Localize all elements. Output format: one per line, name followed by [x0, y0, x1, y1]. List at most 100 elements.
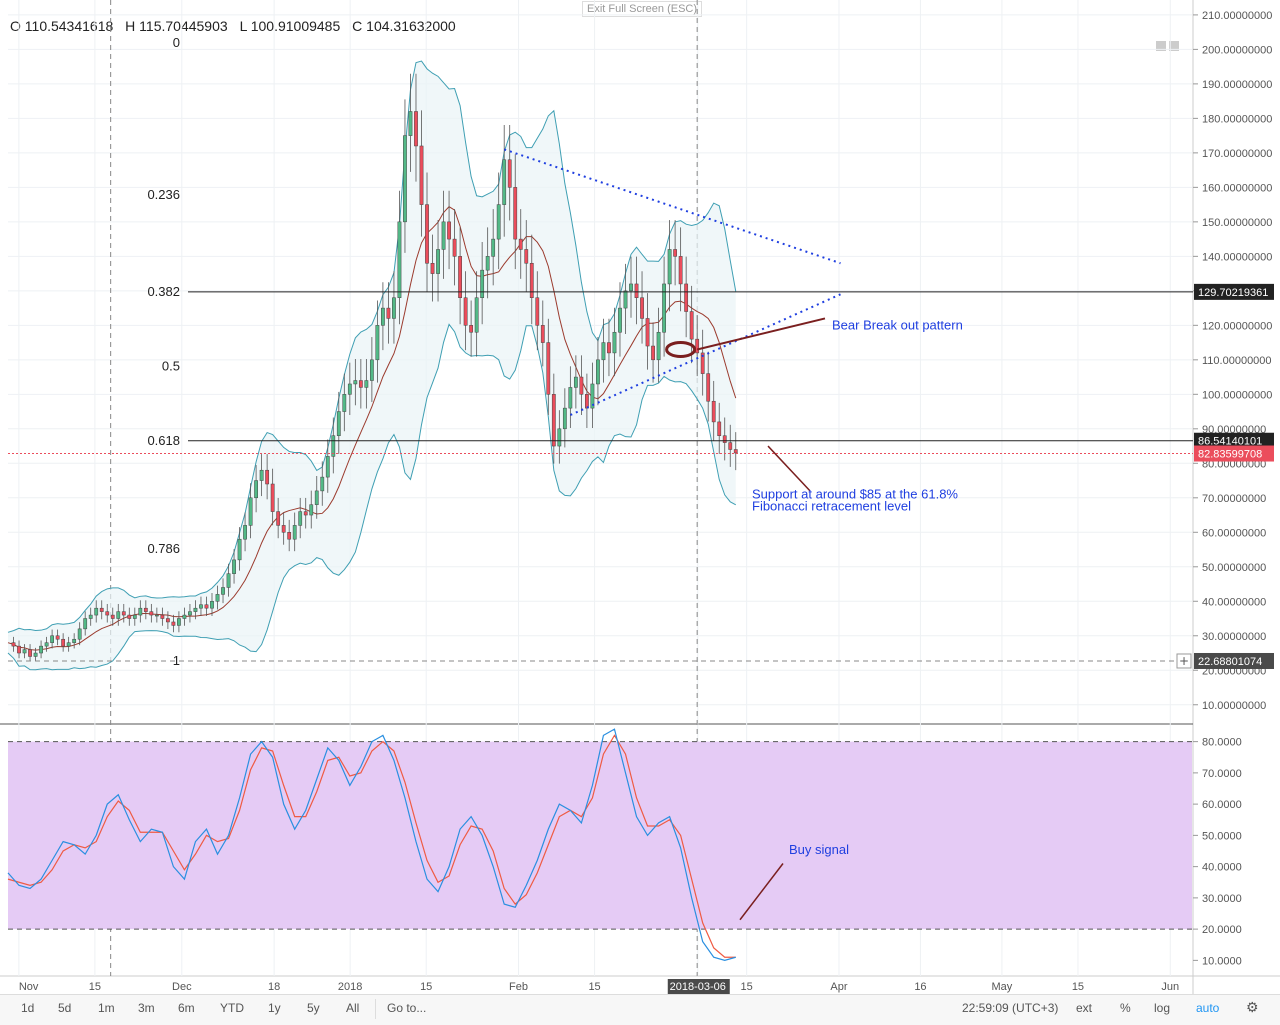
candle-body [612, 331, 617, 354]
stoch-tick-label: 50.0000 [1202, 830, 1242, 842]
candle-body [430, 262, 435, 274]
exit-fullscreen-button[interactable]: Exit Full Screen (ESC) [582, 1, 703, 17]
candle-body [221, 587, 225, 595]
y-tick-label: 60.00000000 [1202, 527, 1266, 539]
candle-body [17, 645, 21, 654]
candle-body [397, 221, 402, 298]
last-price-text: 82.83599708 [1198, 449, 1262, 461]
candle-body [441, 221, 446, 250]
range-button-3m[interactable]: 3m [138, 1001, 155, 1015]
range-button-1d[interactable]: 1d [21, 1001, 35, 1015]
ext-toggle[interactable]: ext [1076, 1001, 1093, 1015]
candle-body [529, 262, 534, 298]
range-button-1m[interactable]: 1m [98, 1001, 115, 1015]
y-tick-label: 190.00000000 [1202, 79, 1272, 91]
candle-body [83, 618, 88, 630]
candle-body [237, 538, 242, 561]
candle-body [199, 604, 203, 609]
candle-body [629, 283, 633, 292]
down-icon[interactable] [1169, 41, 1179, 51]
gear-icon[interactable]: ⚙ [1246, 999, 1259, 1015]
candle-body [94, 607, 99, 616]
range-button-5y[interactable]: 5y [307, 1001, 320, 1015]
candle-body [684, 283, 689, 312]
candle-body [634, 283, 639, 298]
x-tick-label: 15 [420, 981, 432, 993]
candle-body [392, 297, 396, 319]
up-icon[interactable] [1156, 41, 1166, 51]
candle-body [243, 525, 247, 540]
candle-body [436, 249, 440, 274]
fib-label: 0.382 [147, 284, 180, 299]
stoch-tick-label: 40.0000 [1202, 862, 1242, 874]
candle-body [347, 383, 352, 395]
candle-body [507, 159, 512, 188]
breakout-circle [665, 340, 697, 358]
stoch-tick-label: 60.0000 [1202, 799, 1242, 811]
candle-body [110, 614, 115, 619]
x-tick-label: Feb [509, 981, 528, 993]
candle-body [551, 394, 556, 447]
candle-body [590, 383, 595, 409]
range-button-ytd[interactable]: YTD [220, 1001, 244, 1015]
candle-body [596, 359, 600, 385]
candle-body [292, 525, 297, 540]
y-tick-label: 200.00000000 [1202, 44, 1272, 56]
range-button-all[interactable]: All [346, 1001, 360, 1015]
goto-button[interactable]: Go to... [387, 1001, 427, 1015]
candle-body [232, 559, 236, 574]
clock-readout: 22:59:09 (UTC+3) [962, 1001, 1059, 1015]
percent-toggle[interactable]: % [1120, 1001, 1131, 1015]
candle-body [149, 611, 154, 616]
x-tick-label: 15 [741, 981, 753, 993]
candle-body [248, 497, 253, 526]
range-button-6m[interactable]: 6m [178, 1001, 195, 1015]
candle-body [309, 504, 314, 516]
auto-toggle[interactable]: auto [1196, 1001, 1220, 1015]
candle-body [188, 611, 192, 616]
buy-signal-label: Buy signal [789, 842, 849, 857]
log-toggle[interactable]: log [1154, 1001, 1171, 1015]
candle-body [127, 614, 132, 619]
candle-body [717, 421, 722, 436]
candle-body [132, 614, 137, 619]
fib-label: 0.786 [147, 541, 180, 556]
candle-body [77, 628, 82, 640]
candle-body [722, 435, 727, 443]
candle-body [210, 601, 214, 609]
candle-body [414, 111, 418, 147]
candle-body [265, 469, 270, 485]
y-tick-label: 170.00000000 [1202, 148, 1272, 160]
candle-body [618, 307, 622, 333]
range-button-1y[interactable]: 1y [268, 1001, 281, 1015]
breakout-label: Bear Break out pattern [832, 317, 963, 332]
candle-body [540, 325, 545, 343]
close-value: C 104.31632000 [352, 18, 456, 34]
fib-label: 1 [173, 653, 180, 668]
plus-icon-glyph: + [1179, 654, 1189, 668]
y-tick-label: 40.00000000 [1202, 596, 1266, 608]
y-tick-label: 30.00000000 [1202, 631, 1266, 643]
candle-body [121, 611, 126, 616]
candle-body [193, 607, 198, 612]
candle-body [733, 449, 738, 454]
range-button-5d[interactable]: 5d [58, 1001, 72, 1015]
candle-body [138, 607, 143, 616]
candle-body [695, 338, 700, 354]
candle-body [215, 594, 220, 602]
stoch-tick-label: 20.0000 [1202, 924, 1242, 936]
candle-body [579, 376, 584, 395]
y-tick-label: 180.00000000 [1202, 113, 1272, 125]
candle-body [165, 618, 170, 623]
candle-body [452, 238, 457, 257]
candle-body [447, 221, 451, 240]
candle-body [358, 380, 363, 388]
y-tick-label: 210.00000000 [1202, 10, 1272, 22]
candle-body [524, 249, 529, 264]
candle-body [325, 456, 330, 478]
x-tick-label: 18 [268, 981, 280, 993]
candle-body [160, 614, 165, 619]
candle-body [105, 611, 110, 616]
support-trendline [569, 293, 841, 416]
